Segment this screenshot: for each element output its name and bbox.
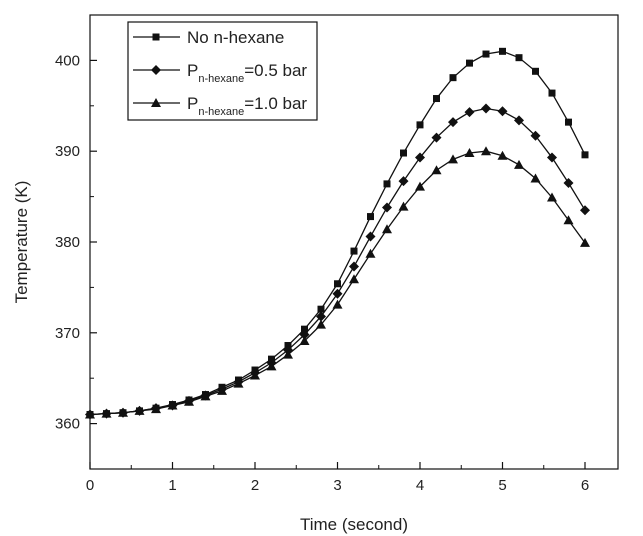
- legend-marker-1: [151, 65, 161, 75]
- x-tick-label-4: 4: [416, 477, 424, 494]
- data-point-2-6: [184, 396, 194, 406]
- series-triangle: [85, 146, 590, 419]
- data-point-2-3: [134, 405, 145, 415]
- data-point-2-25: [497, 150, 508, 160]
- x-tick-label-0: 0: [86, 477, 94, 494]
- data-point-0-15: [334, 280, 341, 288]
- data-point-2-23: [464, 148, 475, 158]
- data-point-2-0: [85, 409, 95, 419]
- data-point-1-21: [431, 132, 442, 143]
- data-point-2-7: [200, 391, 211, 401]
- data-point-2-2: [118, 407, 128, 417]
- data-point-2-26: [514, 159, 524, 169]
- legend-label-2: Pn-hexane=1.0 bar: [187, 94, 307, 118]
- y-tick-label-1: 370: [55, 325, 80, 342]
- data-point-2-16: [349, 274, 359, 284]
- data-point-0-26: [515, 54, 523, 62]
- series-layer: [85, 47, 590, 420]
- x-tick-label-6: 6: [581, 477, 589, 494]
- data-point-0-20: [416, 121, 424, 129]
- data-point-2-17: [365, 248, 376, 258]
- data-point-2-28: [547, 192, 557, 202]
- data-point-2-20: [415, 181, 425, 191]
- legend-label-1: Pn-hexane=0.5 bar: [187, 61, 307, 85]
- data-point-0-19: [400, 149, 407, 157]
- y-tick-label-0: 360: [55, 416, 80, 433]
- data-point-0-23: [466, 59, 473, 67]
- data-point-1-13: [299, 329, 310, 340]
- data-point-0-25: [499, 47, 506, 55]
- x-tick-label-2: 2: [251, 477, 259, 494]
- axes: 0 1 2 3 4 5 6 360 370 380 390 400: [55, 14, 589, 494]
- data-point-2-5: [167, 400, 178, 410]
- data-point-2-24: [481, 146, 491, 156]
- data-point-2-8: [217, 385, 227, 395]
- data-point-2-22: [448, 154, 458, 164]
- data-point-2-15: [332, 299, 343, 309]
- x-tick-label-3: 3: [333, 477, 341, 494]
- y-tick-label-4: 400: [55, 52, 80, 69]
- data-point-1-14: [316, 311, 326, 322]
- data-point-2-12: [283, 349, 293, 359]
- x-tick-label-1: 1: [168, 477, 176, 494]
- data-point-2-9: [233, 378, 244, 388]
- data-point-2-11: [266, 361, 277, 371]
- data-point-1-19: [398, 176, 409, 187]
- data-point-0-18: [383, 180, 391, 188]
- data-point-0-24: [482, 50, 490, 58]
- data-point-2-4: [151, 404, 161, 414]
- data-point-2-18: [382, 224, 392, 234]
- data-point-1-30: [580, 205, 590, 216]
- y-tick-label-3: 390: [55, 143, 80, 160]
- data-point-0-13: [301, 325, 308, 333]
- legend-marker-2: [151, 98, 161, 107]
- legend-label-0: No n-hexane: [187, 28, 284, 47]
- data-point-1-24: [481, 103, 491, 114]
- data-point-0-30: [581, 151, 589, 159]
- y-axis-title: Temperature (K): [12, 181, 31, 304]
- data-point-1-22: [448, 117, 458, 128]
- data-point-1-18: [382, 202, 392, 213]
- data-point-2-14: [316, 319, 326, 329]
- data-point-1-20: [415, 152, 425, 163]
- data-point-2-27: [530, 173, 541, 183]
- data-point-0-22: [449, 74, 457, 82]
- data-point-1-26: [514, 115, 524, 126]
- data-point-1-28: [547, 152, 557, 163]
- data-point-1-23: [464, 107, 475, 118]
- legend: No n-hexane Pn-hexane=0.5 bar Pn-hexane=1.…: [127, 21, 318, 121]
- data-point-2-19: [398, 201, 409, 211]
- data-point-0-14: [317, 305, 325, 313]
- data-point-0-28: [548, 89, 556, 97]
- data-point-0-21: [433, 95, 440, 103]
- x-axis-title: Time (second): [300, 515, 408, 534]
- data-point-2-30: [580, 237, 590, 247]
- data-point-0-16: [350, 247, 358, 255]
- x-tick-label-5: 5: [498, 477, 506, 494]
- data-point-2-10: [250, 370, 260, 380]
- data-point-1-17: [365, 231, 376, 242]
- data-point-1-27: [530, 130, 541, 141]
- data-point-2-1: [101, 408, 112, 418]
- data-point-2-21: [431, 165, 442, 175]
- data-point-1-16: [349, 261, 359, 272]
- data-point-0-27: [532, 67, 539, 75]
- series-line-1: [89, 107, 586, 416]
- data-point-2-29: [563, 215, 574, 225]
- data-point-1-25: [497, 106, 508, 117]
- data-point-2-13: [299, 335, 310, 345]
- series-diamond: [85, 103, 590, 420]
- data-point-0-17: [367, 213, 374, 221]
- data-point-1-15: [332, 288, 343, 299]
- y-tick-label-2: 380: [55, 234, 80, 251]
- legend-marker-0: [152, 33, 160, 41]
- data-point-0-29: [565, 118, 572, 126]
- data-point-1-29: [563, 177, 574, 188]
